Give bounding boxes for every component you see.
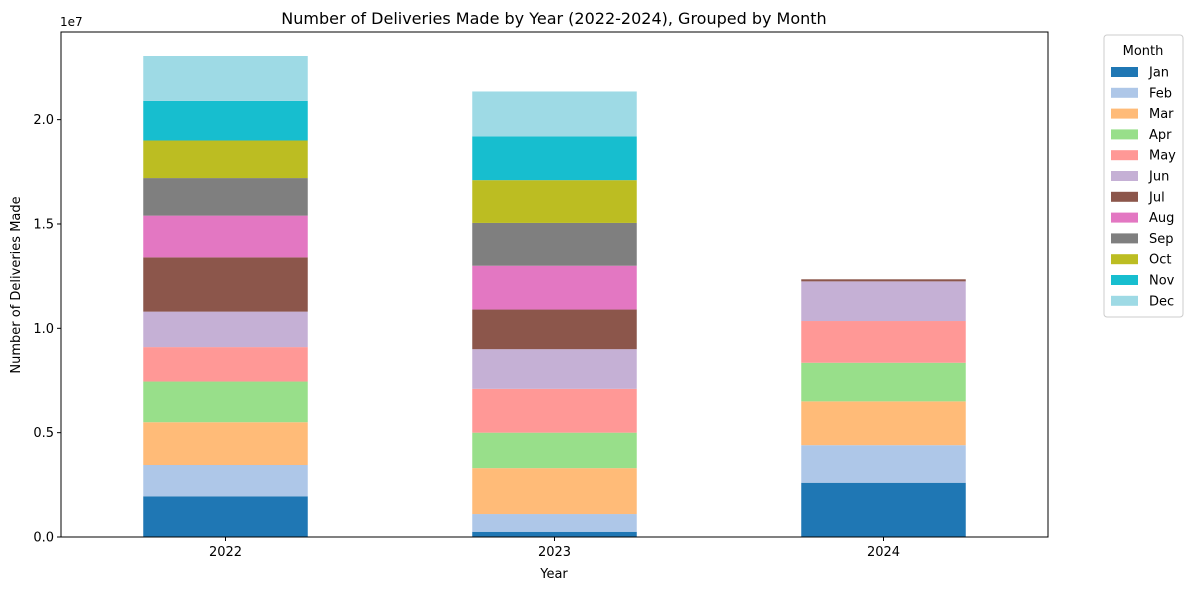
- legend-swatch-dec: [1111, 295, 1138, 306]
- bar-2024-may: [801, 321, 966, 363]
- bar-2023-mar: [472, 468, 637, 515]
- bar-2023-may: [472, 388, 637, 433]
- x-tick-label: 2024: [867, 545, 900, 560]
- bar-2022-mar: [143, 422, 308, 466]
- legend-swatch-feb: [1111, 87, 1138, 98]
- bar-2024-feb: [801, 445, 966, 483]
- bar-2024-jan: [801, 482, 966, 537]
- bar-2022-aug: [143, 215, 308, 258]
- legend-label-mar: Mar: [1149, 107, 1174, 122]
- legend-swatch-may: [1111, 150, 1138, 161]
- legend-swatch-jun: [1111, 171, 1138, 181]
- legend: Month Jan Feb Mar Apr May Jun Jul Aug Sep Oct Nov D…: [1103, 34, 1184, 318]
- bar-2023-jul: [472, 309, 637, 350]
- legend-label-jan: Jan: [1148, 66, 1169, 81]
- bar-2022-jul: [143, 257, 308, 312]
- bar-2023-aug: [472, 265, 637, 310]
- bar-2022-may: [143, 347, 308, 382]
- y-tick-label: 0.5: [33, 426, 54, 441]
- legend-swatch-oct: [1111, 254, 1138, 265]
- bar-2023-feb: [472, 514, 637, 532]
- legend-swatch-mar: [1111, 108, 1138, 119]
- bar-2023-sep: [472, 222, 637, 266]
- legend-label-oct: Oct: [1149, 253, 1171, 268]
- y-tick-label: 2.0: [33, 113, 54, 128]
- bar-2023-jan: [472, 531, 637, 537]
- legend-label-aug: Aug: [1149, 211, 1174, 226]
- legend-frame: [1103, 34, 1184, 318]
- legend-label-jun: Jun: [1148, 170, 1169, 185]
- y-offset-label: 1e7: [60, 15, 83, 29]
- y-tick-label: 1.5: [33, 217, 54, 232]
- bar-2023-jun: [472, 349, 637, 389]
- legend-swatch-apr: [1111, 129, 1138, 140]
- legend-label-nov: Nov: [1149, 274, 1175, 289]
- bar-2022-jan: [143, 496, 308, 537]
- bar-2024-mar: [801, 401, 966, 446]
- chart-title: Number of Deliveries Made by Year (2022-…: [281, 9, 826, 28]
- plot-area: 0.0 0.5 1.0 1.5 2.0 2022 2023 2024: [33, 31, 1049, 560]
- bar-2023-dec: [472, 91, 637, 137]
- legend-label-dec: Dec: [1149, 294, 1174, 309]
- legend-swatch-jan: [1111, 67, 1138, 77]
- y-tick-label: 1.0: [33, 322, 54, 337]
- legend-title: Month: [1123, 44, 1164, 59]
- bar-2022-dec: [143, 55, 308, 101]
- bar-2024-apr: [801, 362, 966, 402]
- x-tick-label: 2023: [538, 545, 571, 560]
- legend-swatch-sep: [1111, 233, 1138, 244]
- legend-label-apr: Apr: [1149, 128, 1172, 143]
- legend-swatch-nov: [1111, 275, 1138, 285]
- bar-2022-feb: [143, 465, 308, 497]
- x-tick-label: 2022: [209, 545, 242, 560]
- bar-2024-jul: [801, 279, 966, 282]
- bar-2024-jun: [801, 281, 966, 322]
- bar-2022-sep: [143, 178, 308, 216]
- legend-label-sep: Sep: [1149, 232, 1174, 247]
- bar-2022-nov: [143, 100, 308, 141]
- bar-2023-oct: [472, 180, 637, 223]
- legend-swatch-jul: [1111, 191, 1138, 202]
- bar-2022-oct: [143, 140, 308, 179]
- legend-label-jul: Jul: [1148, 190, 1165, 205]
- legend-label-feb: Feb: [1149, 86, 1172, 101]
- y-tick-label: 0.0: [33, 531, 54, 546]
- bar-2022-apr: [143, 381, 308, 423]
- legend-label-may: May: [1149, 149, 1176, 164]
- bar-2023-apr: [472, 432, 637, 469]
- x-axis-label: Year: [539, 567, 568, 582]
- legend-swatch-aug: [1111, 212, 1138, 223]
- y-axis-label: Number of Deliveries Made: [9, 196, 24, 373]
- bar-2022-jun: [143, 311, 308, 348]
- bar-2023-nov: [472, 136, 637, 181]
